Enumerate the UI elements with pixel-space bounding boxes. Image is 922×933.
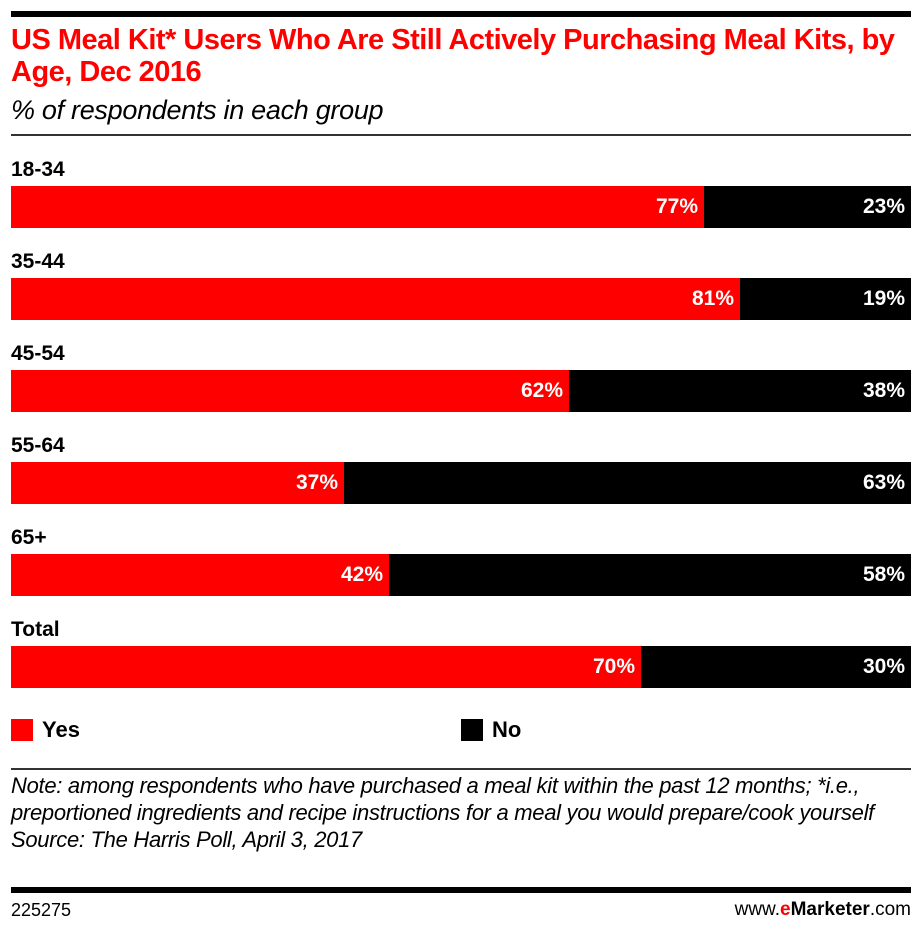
legend-swatch-no: [461, 719, 483, 741]
chart-id: 225275: [11, 900, 72, 920]
data-label-yes-total: 70%: [592, 655, 635, 678]
data-label-no-65: 58%: [862, 563, 905, 586]
bar-yes-35-44: [11, 278, 740, 320]
brand-e: e: [780, 899, 791, 920]
data-label-yes-65: 42%: [340, 563, 383, 586]
legend-swatch-yes: [11, 719, 33, 741]
data-label-no-35-44: 19%: [862, 287, 905, 310]
data-label-yes-55-64: 37%: [295, 471, 338, 494]
category-label-total: Total: [11, 618, 60, 641]
bar-no-45-54: [569, 370, 911, 412]
legend-label-no: No: [492, 717, 522, 742]
bar-yes-total: [11, 646, 641, 688]
data-label-no-18-34: 23%: [862, 195, 905, 218]
note-text: Note: among respondents who have purchas…: [11, 773, 874, 825]
footnote: Note: among respondents who have purchas…: [11, 772, 911, 853]
category-label-65: 65+: [11, 526, 47, 549]
bar-row-65: 42% 58%: [11, 554, 911, 596]
bar-yes-65: [11, 554, 389, 596]
category-label-18-34: 18-34: [11, 158, 65, 181]
brand-logo: www.eMarketer.com: [735, 898, 911, 922]
bar-row-total: 70% 30%: [11, 646, 911, 688]
bar-no-55-64: [344, 462, 911, 504]
category-label-55-64: 55-64: [11, 434, 65, 457]
bar-row-35-44: 81% 19%: [11, 278, 911, 320]
legend: Yes No: [0, 716, 922, 746]
bar-row-45-54: 62% 38%: [11, 370, 911, 412]
brand-prefix: www.: [734, 899, 781, 920]
data-label-yes-35-44: 81%: [691, 287, 734, 310]
bar-no-65: [389, 554, 911, 596]
top-rule: [11, 11, 911, 17]
data-label-yes-45-54: 62%: [520, 379, 563, 402]
chart-subtitle: % of respondents in each group: [11, 95, 384, 125]
note-rule: [11, 768, 911, 770]
category-label-45-54: 45-54: [11, 342, 65, 365]
category-label-35-44: 35-44: [11, 250, 65, 273]
brand-suffix: .com: [869, 899, 911, 920]
chart-title: US Meal Kit* Users Who Are Still Activel…: [11, 24, 895, 88]
brand-name: Marketer: [790, 899, 870, 920]
bar-yes-45-54: [11, 370, 569, 412]
legend-item-yes: Yes: [11, 716, 80, 744]
data-label-yes-18-34: 77%: [655, 195, 698, 218]
bar-yes-18-34: [11, 186, 704, 228]
bar-no-18-34: [704, 186, 911, 228]
legend-label-yes: Yes: [42, 717, 80, 742]
bottom-rule: [11, 887, 911, 893]
bar-yes-55-64: [11, 462, 344, 504]
bar-row-18-34: 77% 23%: [11, 186, 911, 228]
data-label-no-45-54: 38%: [862, 379, 905, 402]
source-text: Source: The Harris Poll, April 3, 2017: [11, 827, 362, 852]
legend-item-no: No: [461, 716, 521, 744]
data-label-no-total: 30%: [862, 655, 905, 678]
bar-no-total: [641, 646, 911, 688]
bar-no-35-44: [740, 278, 911, 320]
data-label-no-55-64: 63%: [862, 471, 905, 494]
subtitle-rule: [11, 134, 911, 136]
bar-row-55-64: 37% 63%: [11, 462, 911, 504]
